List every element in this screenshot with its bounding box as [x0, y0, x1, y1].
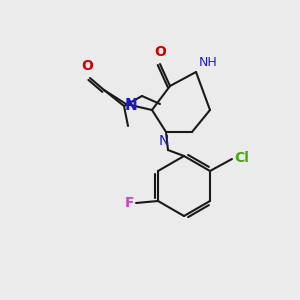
Text: NH: NH — [199, 56, 218, 69]
Text: Cl: Cl — [234, 151, 249, 165]
Text: N: N — [159, 134, 169, 148]
Text: O: O — [81, 59, 93, 73]
Text: N: N — [125, 98, 138, 113]
Text: F: F — [124, 196, 134, 210]
Text: O: O — [154, 45, 166, 59]
